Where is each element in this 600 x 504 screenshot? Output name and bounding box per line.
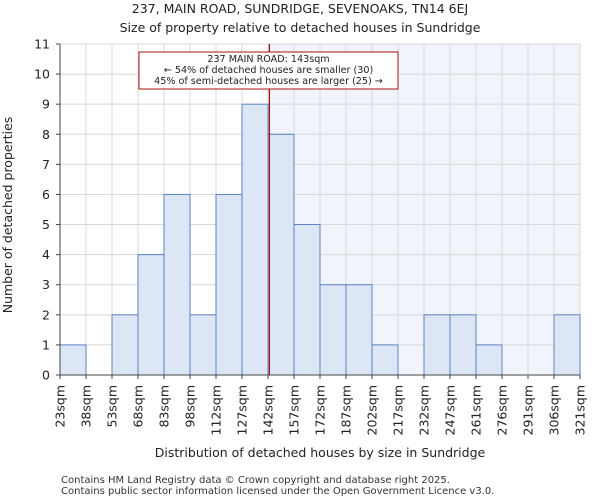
x-axis-label: Distribution of detached houses by size … (155, 445, 486, 460)
x-tick-label: 98sqm (183, 385, 198, 428)
x-tick-label: 276sqm (495, 385, 510, 435)
x-tick-label: 38sqm (79, 385, 94, 428)
y-tick-label: 10 (34, 67, 50, 82)
x-tick-label: 68sqm (131, 385, 146, 428)
x-tick-label: 291sqm (521, 385, 536, 435)
bar (423, 314, 451, 376)
x-tick-label: 112sqm (209, 385, 224, 435)
bar (371, 344, 399, 376)
y-tick-label: 0 (42, 368, 50, 383)
x-tick-label: 23sqm (53, 385, 68, 428)
annotation-box (138, 51, 399, 90)
x-tick-label: 127sqm (235, 385, 250, 435)
y-tick-label: 1 (42, 337, 50, 352)
annotation-line: ← 54% of detached houses are smaller (30… (164, 65, 373, 76)
x-tick-label: 202sqm (365, 385, 380, 435)
chart-title: 237, MAIN ROAD, SUNDRIDGE, SEVENOAKS, TN… (132, 1, 468, 16)
x-tick-label: 247sqm (443, 385, 458, 435)
bar (267, 133, 295, 376)
annotation-line: 237 MAIN ROAD: 143sqm (207, 54, 329, 65)
bar (293, 224, 321, 376)
x-tick-label: 261sqm (469, 385, 484, 435)
bar (553, 314, 581, 376)
bar (59, 344, 87, 376)
y-tick-label: 9 (42, 97, 50, 112)
x-tick-label: 157sqm (287, 385, 302, 435)
y-tick-label: 5 (42, 217, 50, 232)
bar (163, 193, 191, 376)
bar (111, 314, 139, 376)
x-tick-label: 232sqm (417, 385, 432, 435)
y-tick-label: 4 (42, 247, 50, 262)
y-tick-label: 7 (42, 157, 50, 172)
footer-line-1: Contains HM Land Registry data © Crown c… (61, 475, 450, 486)
y-tick-label: 6 (42, 187, 50, 202)
bar (137, 254, 165, 376)
x-tick-label: 306sqm (547, 385, 562, 435)
annotation-line: 45% of semi-detached houses are larger (… (154, 76, 383, 87)
x-tick-label: 217sqm (391, 385, 406, 435)
footer-line-2: Contains public sector information licen… (61, 486, 494, 497)
y-tick-label: 11 (34, 37, 50, 52)
bar (449, 314, 477, 376)
bar (319, 284, 347, 376)
x-tick-label: 172sqm (313, 385, 328, 435)
bar (475, 344, 503, 376)
x-tick-label: 321sqm (573, 385, 588, 435)
bar (189, 314, 217, 376)
x-tick-label: 53sqm (105, 385, 120, 428)
y-tick-label: 3 (42, 277, 50, 292)
x-tick-label: 142sqm (261, 385, 276, 435)
y-tick-label: 2 (42, 307, 50, 322)
bar (215, 193, 243, 376)
bar (241, 103, 269, 376)
x-tick-label: 83sqm (157, 385, 172, 428)
x-tick-label: 187sqm (339, 385, 354, 435)
y-axis-label: Number of detached properties (0, 117, 15, 314)
chart-subtitle: Size of property relative to detached ho… (120, 20, 481, 35)
bar (345, 284, 373, 376)
y-tick-label: 8 (42, 127, 50, 142)
